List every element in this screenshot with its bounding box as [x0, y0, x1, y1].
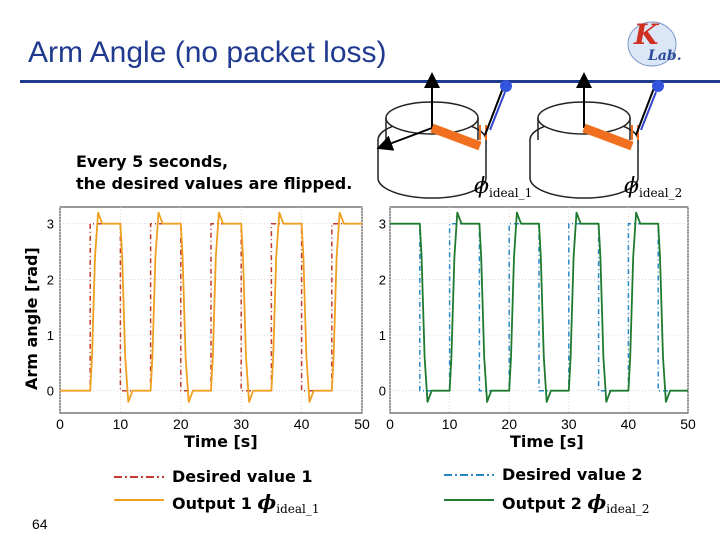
flip-note: Every 5 seconds, the desired values are … — [76, 151, 352, 195]
x-tick-label: 50 — [354, 416, 370, 432]
title-divider — [20, 80, 720, 83]
series-line-desired-1 — [60, 222, 362, 392]
note-line-1: Every 5 seconds, — [76, 152, 229, 171]
x-tick-label: 50 — [680, 416, 696, 432]
legend-output-2-text: Output 2 — [502, 494, 582, 513]
y-tick-label: 1 — [47, 328, 54, 343]
note-line-2: the desired values are flipped. — [76, 174, 353, 193]
x-tick-label: 10 — [113, 416, 129, 432]
phi-ideal-2-label: ϕideal_2 — [624, 174, 682, 200]
slide-title: Arm Angle (no packet loss) — [28, 36, 387, 69]
phi-subscript: ideal_2 — [639, 186, 683, 200]
legend-output-2: Output 2 ϕideal_2 — [502, 490, 650, 516]
phi-symbol: ϕ — [624, 174, 639, 199]
y-tick-label: 0 — [47, 384, 54, 399]
phi-ideal-1-label: ϕideal_1 — [474, 174, 532, 200]
x-tick-label: 20 — [501, 416, 517, 432]
phi-subscript: ideal_2 — [606, 502, 650, 516]
svg-text:Lab.: Lab. — [647, 48, 682, 64]
x-tick-label: 0 — [386, 416, 394, 432]
x-tick-label: 40 — [621, 416, 637, 432]
x-tick-label: 10 — [442, 416, 458, 432]
y-tick-label: 3 — [379, 217, 386, 232]
page-number: 64 — [32, 516, 48, 532]
phi-symbol: ϕ — [587, 490, 607, 514]
x-tick-label: 0 — [56, 416, 64, 432]
y-tick-label: 1 — [379, 328, 386, 343]
phi-symbol: ϕ — [474, 174, 489, 199]
x-tick-label: 30 — [233, 416, 249, 432]
y-tick-label: 3 — [47, 217, 54, 232]
legend-output-1: Output 1 ϕideal_1 — [172, 490, 320, 516]
y-tick-label: 2 — [379, 272, 386, 287]
phi-subscript: ideal_1 — [276, 502, 320, 516]
legend-desired-2: Desired value 2 — [502, 465, 643, 484]
x-tick-label: 20 — [173, 416, 189, 432]
y-tick-label: 2 — [47, 272, 54, 287]
series-line-desired-2 — [390, 222, 688, 392]
x-axis-label-1: Time [s] — [184, 432, 258, 451]
apparatus-illustration — [376, 72, 664, 199]
lab-logo: K Lab. — [627, 18, 682, 67]
legend-desired-1: Desired value 1 — [172, 467, 313, 486]
rotating-table-2 — [529, 72, 664, 199]
legend-output-1-text: Output 1 — [172, 494, 252, 513]
series-line-output-1 — [60, 211, 362, 403]
x-tick-label: 30 — [561, 416, 577, 432]
x-axis-label-2: Time [s] — [510, 432, 584, 451]
svg-text:K: K — [633, 18, 660, 51]
series-line-output-2 — [390, 211, 688, 403]
x-tick-label: 40 — [294, 416, 310, 432]
phi-symbol: ϕ — [257, 490, 277, 514]
phi-subscript: ideal_1 — [489, 186, 533, 200]
y-tick-label: 0 — [379, 384, 386, 399]
rotating-table-1 — [376, 72, 512, 199]
